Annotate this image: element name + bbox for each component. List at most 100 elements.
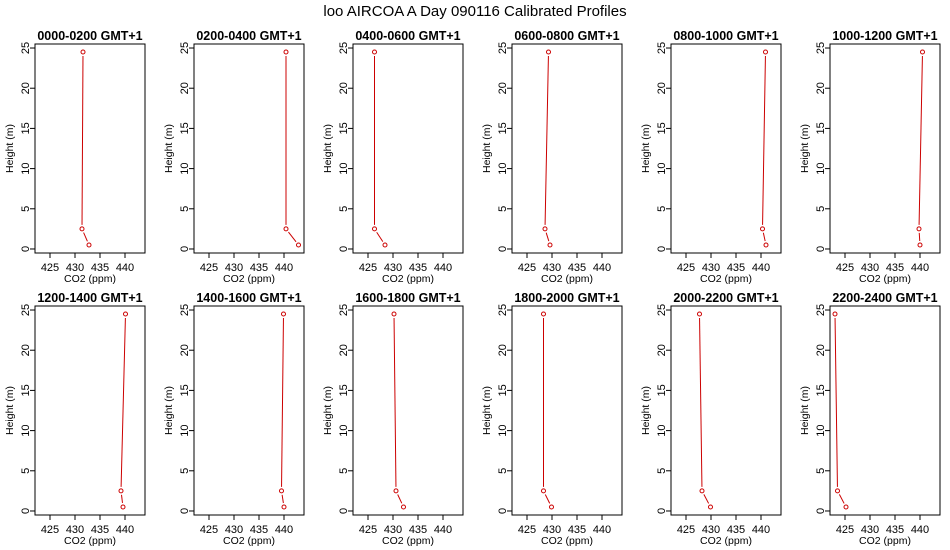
y-axis-label: Height (m) (799, 386, 811, 435)
profile-panel: 1200-1400 GMT+1 425 430 435 440 0 5 10 15 20 25 CO2… (4, 291, 146, 547)
panel-title: 1800-2000 GMT+1 (514, 291, 619, 305)
profile-point (86, 242, 92, 248)
profile-point (546, 49, 551, 55)
y-tick-label: 10 (338, 162, 350, 174)
y-axis-label: Height (m) (640, 386, 652, 435)
profile-segment (703, 494, 710, 504)
y-tick-label: 20 (20, 82, 32, 94)
profile-panel: 1000-1200 GMT+1 425 430 435 440 0 5 10 15 20 25 CO2… (799, 29, 941, 285)
y-tick-label: 20 (815, 344, 827, 356)
y-tick-label: 25 (815, 304, 827, 316)
y-tick-label: 0 (20, 508, 32, 514)
profile-point (699, 488, 705, 494)
profile-point (835, 488, 840, 494)
profile-point (391, 311, 397, 317)
panel-title: 1400-1600 GMT+1 (196, 291, 301, 305)
profile-point (697, 311, 702, 317)
panel-title: 1000-1200 GMT+1 (832, 29, 937, 43)
y-tick-label: 20 (179, 344, 191, 356)
y-tick-label: 5 (815, 468, 827, 474)
profile-point (542, 226, 548, 232)
profile-point (708, 504, 713, 510)
x-tick-label: 435 (568, 524, 586, 536)
x-tick-label: 430 (702, 262, 720, 274)
y-axis-label: Height (m) (322, 386, 334, 435)
x-axis-label: CO2 (ppm) (859, 273, 911, 285)
profile-segment (81, 56, 84, 225)
x-tick-label: 440 (116, 262, 134, 274)
profile-segment (544, 56, 549, 225)
y-tick-label: 25 (338, 42, 350, 54)
profile-segment (281, 494, 284, 504)
x-tick-label: 435 (727, 262, 745, 274)
x-tick-label: 430 (543, 262, 561, 274)
y-tick-label: 25 (497, 42, 509, 54)
x-tick-label: 430 (66, 262, 84, 274)
panel-title: 0800-1000 GMT+1 (673, 29, 778, 43)
figure-title: loo AIRCOA A Day 090116 Calibrated Profi… (323, 3, 626, 20)
x-tick-label: 425 (518, 262, 536, 274)
x-tick-label: 440 (593, 524, 611, 536)
y-tick-label: 20 (179, 82, 191, 94)
x-axis-label: CO2 (ppm) (64, 273, 116, 285)
y-tick-label: 25 (20, 304, 32, 316)
x-tick-label: 435 (409, 262, 427, 274)
x-axis-label: CO2 (ppm) (382, 273, 434, 285)
profile-point (279, 488, 284, 494)
x-tick-label: 430 (384, 524, 402, 536)
profile-point (541, 311, 546, 317)
profile-point (401, 504, 406, 510)
profile-point (763, 49, 768, 55)
x-tick-label: 440 (752, 524, 770, 536)
x-tick-label: 430 (66, 524, 84, 536)
y-tick-label: 15 (338, 384, 350, 396)
profile-point (382, 242, 388, 248)
x-tick-label: 435 (409, 524, 427, 536)
panel-title: 0000-0200 GMT+1 (37, 29, 142, 43)
y-tick-label: 15 (656, 122, 668, 134)
plot-frame (34, 305, 146, 516)
profile-point (763, 242, 769, 248)
panel-title: 1200-1400 GMT+1 (37, 291, 142, 305)
y-tick-label: 0 (656, 508, 668, 514)
y-tick-label: 15 (179, 122, 191, 134)
y-tick-label: 5 (179, 206, 191, 212)
x-tick-label: 440 (434, 524, 452, 536)
y-tick-label: 20 (815, 82, 827, 94)
y-tick-label: 25 (656, 42, 668, 54)
profile-segment (838, 494, 845, 504)
profile-segment (397, 494, 403, 504)
x-axis-label: CO2 (ppm) (859, 535, 911, 547)
x-tick-label: 440 (275, 262, 293, 274)
profile-segment (544, 494, 551, 504)
y-tick-label: 0 (179, 508, 191, 514)
profile-panel: 1600-1800 GMT+1 425 430 435 440 0 5 10 15 20 25 CO2… (322, 291, 464, 547)
y-tick-label: 5 (656, 206, 668, 212)
y-tick-label: 5 (656, 468, 668, 474)
profile-point (916, 226, 922, 232)
x-axis-label: CO2 (ppm) (64, 535, 116, 547)
profile-point (843, 504, 849, 510)
profile-point (283, 226, 289, 232)
x-tick-label: 425 (200, 262, 218, 274)
panel-title: 2000-2200 GMT+1 (673, 291, 778, 305)
profile-point (547, 242, 553, 248)
profile-segment (83, 232, 88, 242)
y-tick-label: 0 (338, 246, 350, 252)
panel-title: 2200-2400 GMT+1 (832, 291, 937, 305)
x-axis-label: CO2 (ppm) (541, 273, 593, 285)
x-axis-label: CO2 (ppm) (223, 273, 275, 285)
profile-segment (120, 318, 126, 487)
profile-point (281, 504, 287, 510)
y-tick-label: 10 (338, 424, 350, 436)
profile-point (281, 311, 286, 317)
plot-frame (670, 305, 782, 516)
plot-frame (193, 43, 305, 254)
plot-frame (670, 43, 782, 254)
x-axis-label: CO2 (ppm) (382, 535, 434, 547)
profile-panel: 2200-2400 GMT+1 425 430 435 440 0 5 10 15 20 25 CO2… (799, 291, 941, 547)
profile-panel: 0000-0200 GMT+1 425 430 435 440 0 5 10 15 20 25 CO2… (4, 29, 146, 285)
x-axis-label: CO2 (ppm) (223, 535, 275, 547)
panel-title: 0400-0600 GMT+1 (355, 29, 460, 43)
